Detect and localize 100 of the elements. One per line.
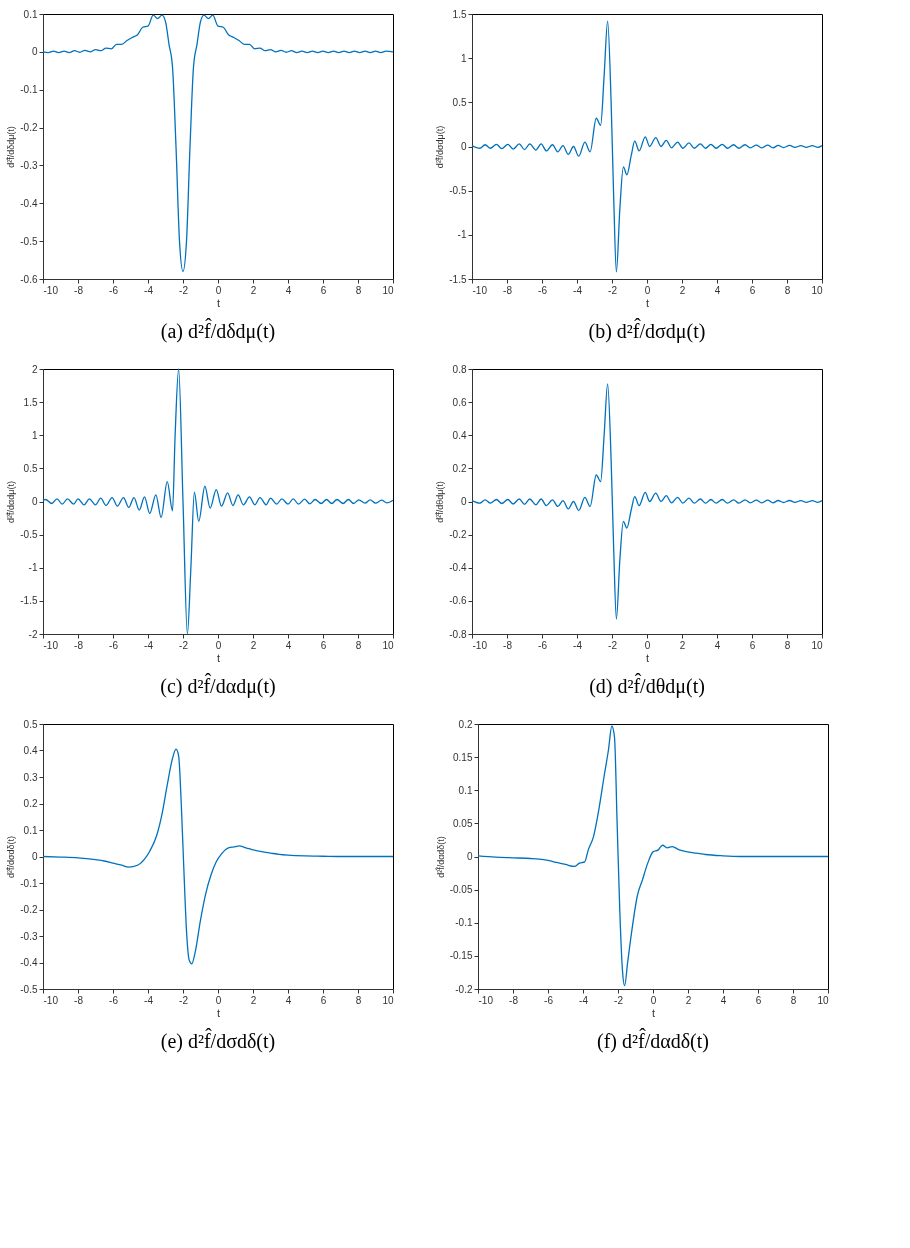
x-axis-title: t [645, 296, 650, 309]
x-tick-label: 6 [755, 994, 762, 1006]
x-tick-label: -4 [573, 284, 583, 296]
x-tick-label: 8 [355, 994, 362, 1006]
y-tick-label: -0.3 [20, 159, 38, 171]
x-tick-label: 8 [790, 994, 797, 1006]
x-axis-title: t [216, 651, 221, 664]
y-tick-label: -2 [28, 628, 38, 640]
y-tick-label: 0.15 [453, 751, 473, 763]
x-tick-label: -10 [43, 284, 59, 296]
y-tick-label: 0 [460, 141, 467, 152]
y-tick-label: 0.3 [23, 771, 38, 783]
y-tick-label: 0 [31, 46, 38, 58]
text: (b) d²f̂/dσdμ(t) [588, 318, 706, 343]
x-axis-title: t [645, 651, 650, 664]
x-tick-label: 8 [784, 284, 791, 296]
x-tick-label: -2 [608, 639, 618, 651]
x-tick-label: -8 [509, 994, 519, 1006]
y-tick-label: 1.5 [452, 8, 467, 20]
x-tick-label: -10 [43, 639, 59, 651]
y-tick-label: -0.6 [449, 595, 467, 607]
y-tick-label: 0 [31, 851, 38, 862]
y-tick-label: -0.8 [449, 628, 467, 640]
y-tick-label: -0.6 [20, 273, 38, 285]
x-tick-label: 2 [250, 284, 257, 296]
x-tick-label: -8 [503, 639, 513, 651]
x-tick-label: -6 [538, 284, 548, 296]
x-tick-label: 4 [714, 284, 721, 296]
x-tick-label: 6 [320, 994, 327, 1006]
x-tick-label: 4 [285, 639, 292, 651]
x-tick-label: -2 [179, 284, 189, 296]
x-tick-label: -8 [503, 284, 513, 296]
x-tick-label: 2 [250, 994, 257, 1006]
x-axis-title: t [216, 1006, 221, 1019]
x-tick-label: -10 [472, 284, 488, 296]
x-tick-label: -10 [472, 639, 488, 651]
y-tick-label: 0 [460, 496, 467, 507]
y-tick-label: 0 [466, 851, 473, 862]
y-tick-label: 0.1 [23, 824, 38, 836]
y-tick-label: -0.3 [20, 930, 38, 942]
y-axis-title: d²f̂/dδdμ(t) [5, 126, 17, 168]
y-tick-label: 0.4 [23, 745, 38, 756]
y-tick-label: -0.2 [449, 529, 467, 541]
x-tick-label: -6 [544, 994, 554, 1006]
y-tick-label: -0.1 [455, 917, 473, 929]
y-tick-label: -0.4 [20, 197, 38, 209]
y-tick-label: 1 [31, 429, 38, 441]
text: (d) d²f̂/dθdμ(t) [589, 673, 705, 698]
x-tick-label: -2 [179, 994, 189, 1006]
x-tick-label: 2 [679, 639, 686, 651]
x-tick-label: -4 [573, 639, 583, 651]
x-tick-label: 10 [811, 284, 823, 296]
x-tick-label: 10 [811, 639, 823, 651]
y-tick-label: -0.5 [20, 529, 38, 541]
x-tick-label: -4 [579, 994, 589, 1006]
y-axis-title: d²f̂/dσdδ(t) [5, 835, 17, 879]
y-tick-label: -0.05 [449, 884, 473, 896]
y-tick-label: 1 [460, 52, 467, 64]
x-tick-label: 0 [644, 639, 651, 651]
line-series [42, 368, 394, 635]
x-tick-label: 10 [382, 284, 394, 296]
x-tick-label: -2 [608, 284, 618, 296]
x-tick-label: 0 [215, 994, 222, 1006]
x-tick-label: -6 [109, 994, 119, 1006]
y-tick-label: -1 [28, 562, 38, 574]
line-series [471, 20, 823, 273]
x-tick-label: -10 [478, 994, 494, 1006]
y-tick-label: -1 [457, 229, 467, 241]
x-tick-label: 8 [355, 639, 362, 651]
x-tick-label: 4 [720, 994, 727, 1006]
y-tick-label: -0.15 [449, 950, 473, 962]
y-tick-label: -0.2 [20, 904, 38, 915]
y-tick-label: -0.1 [20, 877, 38, 889]
y-tick-label: 0.2 [458, 718, 473, 730]
x-tick-label: 0 [650, 994, 657, 1006]
text: (e) d²f̂/dσdδ(t) [160, 1028, 276, 1053]
x-tick-label: 10 [817, 994, 829, 1006]
y-tick-label: 0.2 [452, 462, 467, 474]
line-series [42, 748, 394, 965]
y-tick-label: 1.5 [23, 396, 38, 408]
x-tick-label: 8 [355, 284, 362, 296]
x-tick-label: -6 [538, 639, 548, 651]
x-tick-label: -6 [109, 639, 119, 651]
x-tick-label: 0 [644, 284, 651, 296]
y-tick-label: -0.5 [20, 235, 38, 247]
x-tick-label: -8 [74, 284, 84, 296]
y-axis-title: d²f̂/dαdδ(t) [435, 836, 446, 878]
x-tick-label: 0 [215, 284, 222, 296]
y-tick-label: 2 [31, 363, 38, 375]
x-tick-label: -2 [179, 639, 189, 651]
y-tick-label: -0.5 [20, 983, 38, 995]
text: (f) d²f̂/dαdδ(t) [597, 1028, 709, 1053]
text: (c) d²f̂/dαdμ(t) [160, 673, 276, 698]
x-tick-label: 0 [215, 639, 222, 651]
x-tick-label: -10 [43, 994, 59, 1006]
x-tick-label: 10 [382, 994, 394, 1006]
y-tick-label: 0.4 [452, 429, 467, 441]
x-axis-title: t [216, 296, 221, 309]
y-axis-title: d²f̂/dθdμ(t) [434, 481, 446, 523]
y-tick-label: -0.1 [20, 84, 38, 96]
